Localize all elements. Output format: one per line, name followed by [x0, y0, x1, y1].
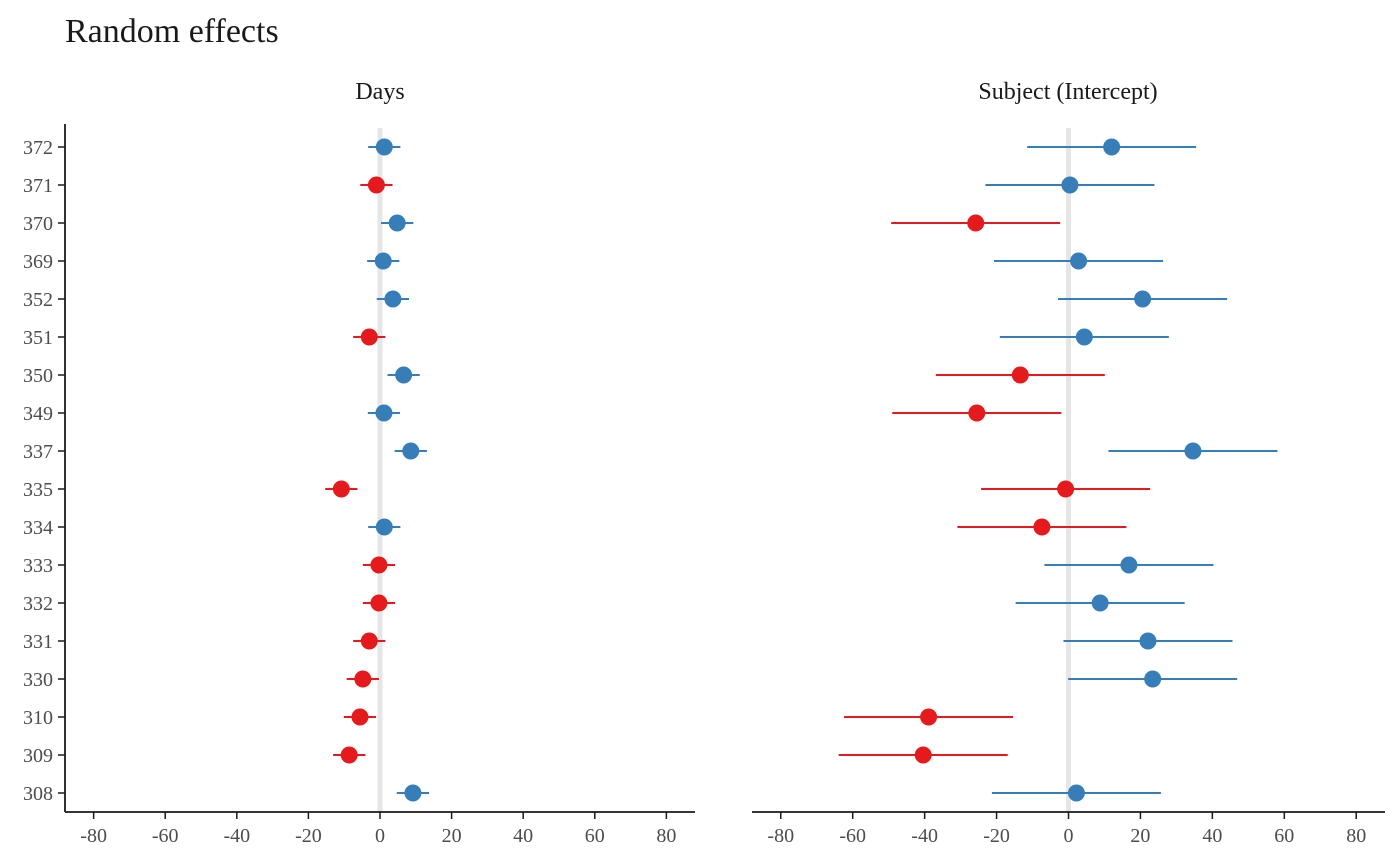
estimate-point	[360, 328, 378, 346]
estimate-point	[388, 214, 406, 232]
estimate-point	[402, 442, 420, 460]
y-tick-label: 331	[23, 631, 53, 653]
y-tick-label: 333	[23, 555, 53, 577]
y-tick-label: 369	[23, 251, 53, 273]
x-tick-label: 60	[1274, 825, 1294, 847]
x-tick-label: 80	[656, 825, 676, 847]
y-tick-label: 308	[23, 783, 53, 805]
y-tick-label: 334	[23, 517, 53, 539]
x-tick-label: -80	[767, 825, 794, 847]
estimate-point	[395, 366, 413, 384]
estimate-point	[968, 404, 986, 422]
estimate-point	[351, 708, 369, 726]
estimate-point	[1033, 518, 1051, 536]
y-tick-label: 337	[23, 441, 53, 463]
y-tick-label: 371	[23, 175, 53, 197]
estimate-point	[370, 556, 388, 574]
estimate-point	[375, 404, 393, 422]
y-tick-label: 330	[23, 669, 53, 691]
y-tick-label: 351	[23, 327, 53, 349]
x-tick-label: 0	[1064, 825, 1074, 847]
estimate-point	[1075, 328, 1093, 346]
y-tick-label: 309	[23, 745, 53, 767]
panel-subject-intercept: -80 -60 -40 -20 0 20 40 60 80	[752, 128, 1385, 847]
estimate-point	[1057, 480, 1075, 498]
estimate-point	[1184, 442, 1202, 460]
x-tick-label: -20	[983, 825, 1010, 847]
estimate-point	[375, 138, 393, 156]
panel-title-subject-intercept: Subject (Intercept)	[978, 79, 1157, 105]
estimate-point	[370, 594, 388, 612]
x-tick-label: -40	[223, 825, 250, 847]
estimate-point	[332, 480, 350, 498]
y-tick-label: 310	[23, 707, 53, 729]
estimate-point	[340, 746, 358, 764]
x-tick-label: 60	[585, 825, 605, 847]
y-tick-label: 332	[23, 593, 53, 615]
chart-title: Random effects	[65, 13, 279, 50]
x-tick-label: -20	[295, 825, 322, 847]
y-tick-label: 335	[23, 479, 53, 501]
estimate-point	[1120, 556, 1138, 574]
estimate-point	[1134, 290, 1152, 308]
y-tick-label: 349	[23, 403, 53, 425]
panel-title-days: Days	[355, 79, 404, 105]
y-tick-label: 350	[23, 365, 53, 387]
y-tick-label: 370	[23, 213, 53, 235]
estimate-point	[1144, 670, 1162, 688]
estimate-point	[375, 518, 393, 536]
x-tick-label: -60	[839, 825, 866, 847]
estimate-point	[384, 290, 402, 308]
x-tick-label: 80	[1346, 825, 1366, 847]
estimate-point	[1067, 784, 1085, 802]
estimate-point	[374, 252, 392, 270]
estimate-point	[367, 176, 385, 194]
estimate-point	[1070, 252, 1088, 270]
estimate-point	[354, 670, 372, 688]
estimate-point	[1091, 594, 1109, 612]
x-tick-label: 0	[375, 825, 385, 847]
x-tick-label: 40	[1202, 825, 1222, 847]
x-tick-label: -80	[80, 825, 107, 847]
x-tick-label: -40	[911, 825, 938, 847]
panel-days: -80 -60 -40 -20 0 20 40 60 80 372 371 370 369 352 351 3…	[23, 124, 695, 847]
estimate-point	[1139, 632, 1157, 650]
estimate-point	[967, 214, 985, 232]
estimate-point	[1061, 176, 1079, 194]
estimate-point	[914, 746, 932, 764]
estimate-point	[920, 708, 938, 726]
estimate-point	[1103, 138, 1121, 156]
x-tick-label: 20	[1130, 825, 1150, 847]
y-tick-label: 372	[23, 137, 53, 159]
estimate-point	[404, 784, 422, 802]
y-tick-label: 352	[23, 289, 53, 311]
estimate-point	[1011, 366, 1029, 384]
x-tick-label: 20	[442, 825, 462, 847]
x-tick-label: 40	[513, 825, 533, 847]
x-tick-label: -60	[152, 825, 179, 847]
estimate-point	[360, 632, 378, 650]
